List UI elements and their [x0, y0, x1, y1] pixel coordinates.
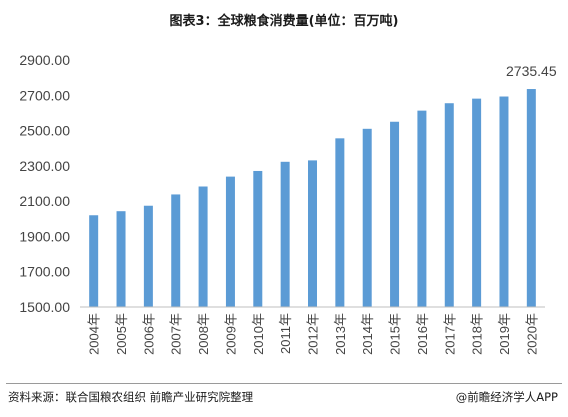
x-tick-label: 2011年 — [278, 313, 293, 354]
bar — [362, 128, 372, 307]
bar — [499, 96, 509, 307]
y-tick-label: 2300.00 — [19, 158, 70, 174]
x-tick-label: 2010年 — [251, 313, 266, 355]
bar — [116, 211, 126, 307]
x-tick-label: 2020年 — [524, 313, 539, 355]
bar — [335, 138, 345, 307]
footer-divider — [6, 383, 562, 384]
bar — [225, 176, 235, 307]
bars — [89, 89, 536, 308]
data-label: 2735.45 — [506, 63, 557, 79]
bar — [444, 103, 454, 307]
chart-title: 图表3：全球粮食消费量(单位：百万吨) — [169, 14, 399, 29]
x-tick-label: 2013年 — [333, 313, 348, 355]
x-tick-label: 2014年 — [360, 313, 375, 355]
x-tick-label: 2008年 — [196, 313, 211, 355]
bar — [308, 160, 317, 307]
x-axis-ticks: 2004年 2005年 2006年 2007年 2008年 2009年 2010年 2011年… — [87, 313, 540, 355]
x-tick-label: 2005年 — [114, 313, 129, 355]
bar — [198, 186, 208, 307]
credit-note: @前瞻经济学人APP — [455, 390, 558, 404]
value-annotations: 2735.45 — [506, 63, 557, 79]
x-tick-label: 2018年 — [470, 313, 485, 355]
x-tick-label: 2017年 — [442, 313, 457, 355]
bar — [526, 89, 536, 308]
x-tick-label: 2007年 — [169, 313, 184, 355]
bar — [417, 110, 427, 307]
y-tick-label: 2100.00 — [19, 193, 70, 209]
y-tick-label: 1700.00 — [19, 264, 70, 280]
bar — [472, 98, 482, 308]
x-tick-label: 2019年 — [497, 313, 512, 355]
source-note: 资料来源：联合国粮农组织 前瞻产业研究院整理 — [8, 390, 254, 404]
bar — [171, 194, 181, 307]
x-tick-label: 2009年 — [223, 313, 238, 355]
y-axis-ticks: 1500.00 1700.00 1900.00 2100.00 2300.00 2500.… — [19, 52, 70, 315]
bar — [253, 170, 263, 307]
x-tick-label: 2012年 — [306, 313, 321, 355]
x-tick-label: 2016年 — [415, 313, 430, 355]
y-tick-label: 1500.00 — [19, 299, 70, 315]
x-tick-label: 2015年 — [388, 313, 403, 355]
bar — [390, 121, 400, 307]
bar — [280, 161, 290, 307]
x-tick-label: 2004年 — [87, 313, 102, 355]
y-tick-label: 1900.00 — [19, 228, 70, 244]
bar — [143, 205, 153, 307]
y-tick-label: 2900.00 — [19, 52, 70, 68]
bar — [89, 215, 99, 307]
y-tick-label: 2700.00 — [19, 87, 70, 103]
x-tick-label: 2006年 — [141, 313, 156, 355]
y-tick-label: 2500.00 — [19, 123, 70, 139]
